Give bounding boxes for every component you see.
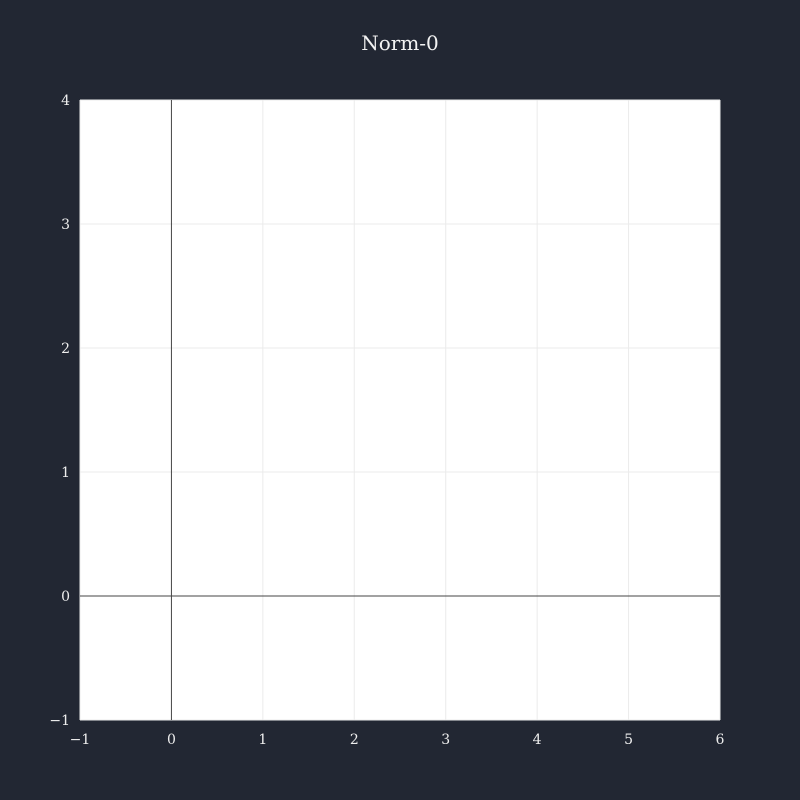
chart-title: Norm-0 — [361, 31, 439, 55]
x-tick-label: 2 — [350, 732, 359, 748]
x-tick-label: 4 — [533, 732, 542, 748]
y-axis-ticks: −1 0 1 2 3 4 — [49, 93, 70, 729]
y-tick-label: 3 — [61, 217, 70, 233]
grid-layer — [79, 99, 721, 721]
x-axis-ticks: −1 0 1 2 3 4 5 6 — [70, 732, 725, 748]
y-tick-label: 0 — [61, 589, 70, 605]
y-tick-label: 2 — [61, 341, 70, 357]
y-tick-label: 4 — [61, 93, 70, 109]
x-tick-label: 6 — [716, 732, 725, 748]
y-tick-label: 1 — [61, 465, 70, 481]
zero-lines — [80, 100, 720, 720]
x-tick-label: 3 — [441, 732, 450, 748]
x-tick-label: −1 — [70, 732, 91, 748]
x-tick-label: 1 — [258, 732, 267, 748]
x-tick-label: 5 — [624, 732, 633, 748]
x-tick-label: 0 — [167, 732, 176, 748]
y-tick-label: −1 — [49, 713, 70, 729]
plot-area — [80, 100, 720, 720]
